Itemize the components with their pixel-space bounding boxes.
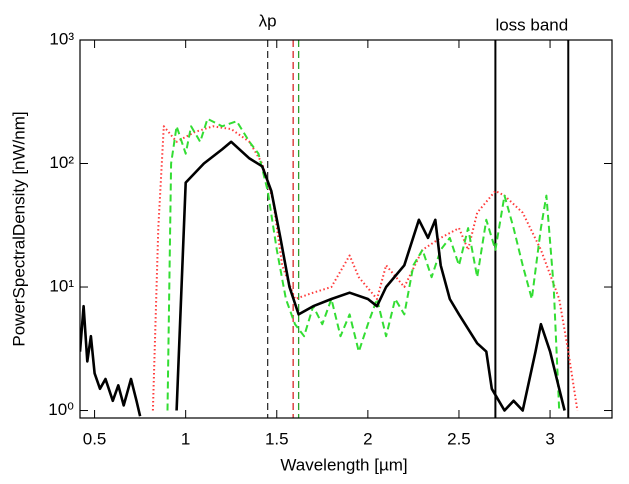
y-tick-label: 10⁰: [48, 400, 74, 419]
annotation: loss band: [495, 15, 568, 34]
x-tick-label: 1.5: [265, 429, 289, 448]
y-tick-label: 10¹: [49, 277, 74, 296]
y-tick-label: 10³: [49, 29, 74, 48]
x-tick-label: 1: [181, 429, 190, 448]
plot-frame: [79, 39, 613, 419]
y-tick-label: 10²: [49, 153, 74, 172]
x-axis-label: Wavelength [µm]: [280, 455, 407, 474]
series-line: [166, 117, 561, 411]
x-tick-label: 0.5: [83, 429, 107, 448]
x-tick-label: 2.5: [447, 429, 471, 448]
x-tick-label: 2: [363, 429, 372, 448]
y-axis-label: PowerSpectralDensity [nW/nm]: [9, 111, 28, 346]
series-line: [80, 140, 566, 417]
plot-area: [80, 40, 579, 418]
annotation: λp: [259, 11, 277, 30]
x-tick-label: 3: [545, 429, 554, 448]
series-line: [151, 125, 579, 411]
